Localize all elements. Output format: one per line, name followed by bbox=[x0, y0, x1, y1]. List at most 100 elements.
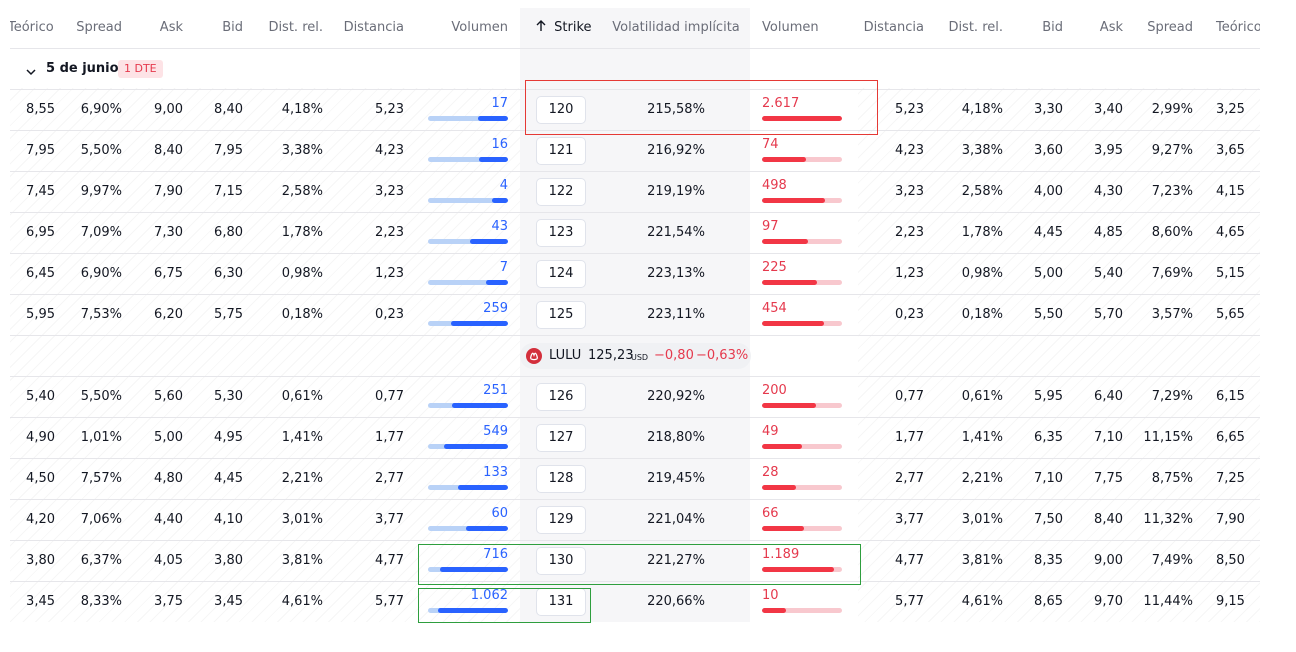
implied-volatility[interactable]: 219,19% bbox=[647, 184, 705, 199]
strike-price[interactable]: 128 bbox=[536, 465, 586, 493]
put-volume[interactable]: 225 bbox=[762, 253, 842, 294]
put-distance[interactable]: 2,23 bbox=[895, 225, 924, 240]
implied-volatility[interactable]: 221,54% bbox=[647, 225, 705, 240]
call-distance[interactable]: 0,77 bbox=[375, 389, 404, 404]
strike-price[interactable]: 130 bbox=[536, 547, 586, 575]
call-bid[interactable]: 7,15 bbox=[214, 184, 243, 199]
call-spread[interactable]: 7,06% bbox=[80, 512, 122, 527]
put-volume[interactable]: 74 bbox=[762, 130, 842, 171]
call-theoretical[interactable]: 7,95 bbox=[26, 143, 55, 158]
call-ask[interactable]: 9,00 bbox=[154, 102, 183, 117]
call-volume[interactable]: 60 bbox=[428, 499, 508, 540]
put-volume[interactable]: 49 bbox=[762, 417, 842, 458]
put-distance[interactable]: 3,23 bbox=[895, 184, 924, 199]
put-ask[interactable]: 5,40 bbox=[1094, 266, 1123, 281]
table-row[interactable]: 4,20 7,06% 4,40 4,10 3,01% 3,77 221,04% 3,77 3,0… bbox=[10, 499, 1260, 541]
col-ask-calls[interactable]: Ask bbox=[159, 20, 183, 35]
call-volume[interactable]: 251 bbox=[428, 376, 508, 417]
call-dist-rel[interactable]: 0,61% bbox=[281, 389, 323, 404]
table-row[interactable]: 8,55 6,90% 9,00 8,40 4,18% 5,23 215,58% 5,23 4,1… bbox=[10, 89, 1260, 131]
put-spread[interactable]: 7,29% bbox=[1151, 389, 1193, 404]
call-dist-rel[interactable]: 0,18% bbox=[281, 307, 323, 322]
call-distance[interactable]: 5,23 bbox=[375, 102, 404, 117]
put-distance[interactable]: 0,77 bbox=[895, 389, 924, 404]
call-spread[interactable]: 7,53% bbox=[80, 307, 122, 322]
call-bid[interactable]: 6,30 bbox=[214, 266, 243, 281]
strike-price[interactable]: 125 bbox=[536, 301, 586, 329]
put-theoretical[interactable]: 6,15 bbox=[1216, 389, 1245, 404]
call-dist-rel[interactable]: 4,18% bbox=[281, 102, 323, 117]
put-spread[interactable]: 8,60% bbox=[1151, 225, 1193, 240]
put-dist-rel[interactable]: 3,81% bbox=[961, 553, 1003, 568]
implied-volatility[interactable]: 215,58% bbox=[647, 102, 705, 117]
put-spread[interactable]: 11,32% bbox=[1143, 512, 1193, 527]
put-spread[interactable]: 9,27% bbox=[1151, 143, 1193, 158]
put-ask[interactable]: 9,00 bbox=[1094, 553, 1123, 568]
call-theoretical[interactable]: 8,55 bbox=[26, 102, 55, 117]
put-distance[interactable]: 1,23 bbox=[895, 266, 924, 281]
call-bid[interactable]: 5,75 bbox=[214, 307, 243, 322]
call-bid[interactable]: 8,40 bbox=[214, 102, 243, 117]
strike-price[interactable]: 131 bbox=[536, 588, 586, 616]
put-ask[interactable]: 5,70 bbox=[1094, 307, 1123, 322]
call-distance[interactable]: 1,77 bbox=[375, 430, 404, 445]
call-ask[interactable]: 4,05 bbox=[154, 553, 183, 568]
col-distancia-calls[interactable]: Distancia bbox=[343, 20, 404, 35]
col-distrel-puts[interactable]: Dist. rel. bbox=[948, 20, 1003, 35]
put-spread[interactable]: 8,75% bbox=[1151, 471, 1193, 486]
implied-volatility[interactable]: 219,45% bbox=[647, 471, 705, 486]
col-volumen-puts[interactable]: Volumen bbox=[762, 20, 819, 35]
implied-volatility[interactable]: 221,04% bbox=[647, 512, 705, 527]
strike-price[interactable]: 120 bbox=[536, 96, 586, 124]
put-distance[interactable]: 1,77 bbox=[895, 430, 924, 445]
put-volume[interactable]: 498 bbox=[762, 171, 842, 212]
implied-volatility[interactable]: 223,13% bbox=[647, 266, 705, 281]
col-distancia-puts[interactable]: Distancia bbox=[863, 20, 924, 35]
call-spread[interactable]: 6,37% bbox=[80, 553, 122, 568]
put-spread[interactable]: 11,44% bbox=[1143, 594, 1193, 609]
call-distance[interactable]: 4,77 bbox=[375, 553, 404, 568]
table-row[interactable]: 5,95 7,53% 6,20 5,75 0,18% 0,23 223,11% 0,23 0,1… bbox=[10, 294, 1260, 336]
call-ask[interactable]: 4,40 bbox=[154, 512, 183, 527]
col-bid-calls[interactable]: Bid bbox=[222, 20, 243, 35]
call-volume[interactable]: 133 bbox=[428, 458, 508, 499]
strike-price[interactable]: 126 bbox=[536, 383, 586, 411]
call-dist-rel[interactable]: 1,41% bbox=[281, 430, 323, 445]
table-row[interactable]: 7,95 5,50% 8,40 7,95 3,38% 4,23 216,92% 4,23 3,3… bbox=[10, 130, 1260, 172]
call-ask[interactable]: 8,40 bbox=[154, 143, 183, 158]
call-spread[interactable]: 6,90% bbox=[80, 266, 122, 281]
put-spread[interactable]: 7,69% bbox=[1151, 266, 1193, 281]
put-ask[interactable]: 9,70 bbox=[1094, 594, 1123, 609]
col-spread-puts[interactable]: Spread bbox=[1147, 20, 1193, 35]
call-volume[interactable]: 7 bbox=[428, 253, 508, 294]
put-volume[interactable]: 2.617 bbox=[762, 89, 842, 130]
put-theoretical[interactable]: 8,50 bbox=[1216, 553, 1245, 568]
strike-price[interactable]: 124 bbox=[536, 260, 586, 288]
call-dist-rel[interactable]: 1,78% bbox=[281, 225, 323, 240]
call-spread[interactable]: 5,50% bbox=[80, 389, 122, 404]
col-spread-calls[interactable]: Spread bbox=[76, 20, 122, 35]
call-ask[interactable]: 7,30 bbox=[154, 225, 183, 240]
col-ask-puts[interactable]: Ask bbox=[1099, 20, 1123, 35]
put-bid[interactable]: 8,65 bbox=[1034, 594, 1063, 609]
call-theoretical[interactable]: 3,80 bbox=[26, 553, 55, 568]
put-ask[interactable]: 3,40 bbox=[1094, 102, 1123, 117]
table-row[interactable]: 6,95 7,09% 7,30 6,80 1,78% 2,23 221,54% 2,23 1,7… bbox=[10, 212, 1260, 254]
put-volume[interactable]: 28 bbox=[762, 458, 842, 499]
col-teorico-puts[interactable]: Teórico bbox=[1216, 20, 1260, 35]
put-bid[interactable]: 3,30 bbox=[1034, 102, 1063, 117]
put-distance[interactable]: 4,77 bbox=[895, 553, 924, 568]
call-theoretical[interactable]: 4,90 bbox=[26, 430, 55, 445]
call-theoretical[interactable]: 5,95 bbox=[26, 307, 55, 322]
put-theoretical[interactable]: 5,15 bbox=[1216, 266, 1245, 281]
put-bid[interactable]: 3,60 bbox=[1034, 143, 1063, 158]
call-theoretical[interactable]: 4,50 bbox=[26, 471, 55, 486]
put-volume[interactable]: 97 bbox=[762, 212, 842, 253]
put-volume[interactable]: 66 bbox=[762, 499, 842, 540]
put-distance[interactable]: 2,77 bbox=[895, 471, 924, 486]
table-row[interactable]: 5,40 5,50% 5,60 5,30 0,61% 0,77 220,92% 0,77 0,6… bbox=[10, 376, 1260, 418]
put-dist-rel[interactable]: 4,18% bbox=[961, 102, 1003, 117]
call-volume[interactable]: 17 bbox=[428, 89, 508, 130]
put-ask[interactable]: 4,85 bbox=[1094, 225, 1123, 240]
implied-volatility[interactable]: 218,80% bbox=[647, 430, 705, 445]
